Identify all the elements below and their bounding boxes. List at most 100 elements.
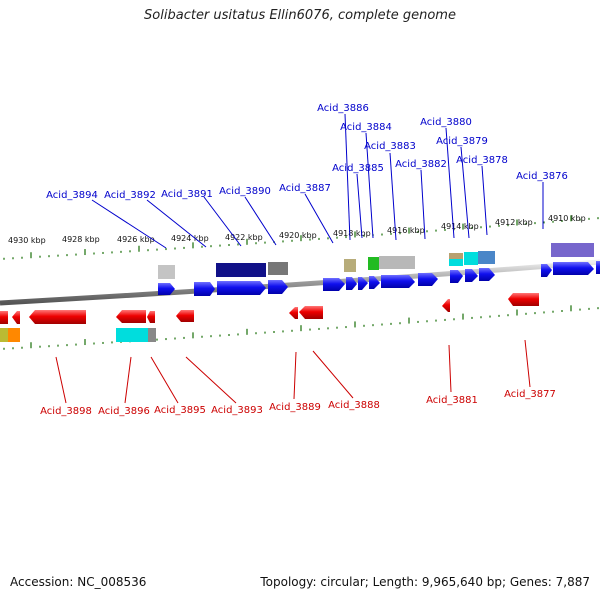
scale-label: 4912 kbp [495, 218, 533, 227]
leader-line [244, 196, 277, 246]
cog-box [478, 251, 495, 264]
leader-line [356, 173, 363, 239]
cog-box [449, 259, 463, 266]
gene-label-acid-3882[interactable]: Acid_3882 [395, 159, 447, 170]
scale-label: 4924 kbp [171, 234, 209, 243]
gene-label-acid-3886[interactable]: Acid_3886 [317, 103, 369, 114]
scale-label: 4930 kbp [8, 236, 46, 245]
reverse-gene-labels: Acid_3898 Acid_3896 Acid_3895 Acid_3893 … [40, 389, 556, 417]
reverse-gene [29, 310, 86, 324]
scale-labels: 4930 kbp 4928 kbp 4926 kbp 4924 kbp 4922… [8, 214, 586, 245]
leader-line [150, 356, 179, 404]
cog-box [551, 243, 594, 257]
forward-genes [158, 261, 600, 296]
forward-gene [346, 277, 357, 290]
reverse-gene [176, 310, 194, 322]
cog-box [116, 328, 148, 342]
scale-label: 4916 kbp [387, 226, 425, 235]
gene-label-acid-3892[interactable]: Acid_3892 [104, 190, 156, 201]
gene-label-acid-3883[interactable]: Acid_3883 [364, 141, 416, 152]
gene-label-acid-3878[interactable]: Acid_3878 [456, 155, 508, 166]
cog-boxes-top [158, 243, 594, 279]
gene-label-acid-3887[interactable]: Acid_3887 [279, 183, 331, 194]
reverse-gene [299, 306, 323, 319]
leader-line [91, 199, 167, 249]
forward-gene [217, 281, 266, 295]
scale-label: 4914 kbp [441, 222, 479, 231]
leader-line [293, 351, 297, 400]
cog-box [158, 265, 175, 279]
gene-label-acid-3894[interactable]: Acid_3894 [46, 190, 98, 201]
cog-box [379, 256, 415, 269]
gene-label-acid-3877[interactable]: Acid_3877 [504, 389, 556, 400]
genome-backbone [0, 259, 600, 306]
gene-label-acid-3876[interactable]: Acid_3876 [516, 171, 568, 182]
map-title: Solibacter usitatus Ellin6076, complete … [144, 8, 456, 23]
forward-gene-labels: Acid_3886 Acid_3884 Acid_3883 Acid_3885 … [46, 103, 568, 201]
scale-label: 4910 kbp [548, 214, 586, 223]
gene-label-acid-3879[interactable]: Acid_3879 [436, 136, 488, 147]
leader-line [312, 350, 354, 399]
forward-gene [369, 276, 380, 289]
forward-gene [553, 262, 594, 275]
cog-box [216, 263, 266, 277]
leader-line [445, 127, 455, 239]
gene-label-acid-3884[interactable]: Acid_3884 [340, 122, 392, 133]
gene-label-acid-3888[interactable]: Acid_3888 [328, 400, 380, 411]
cog-box [344, 259, 356, 272]
leader-line [124, 356, 132, 404]
gene-label-acid-3889[interactable]: Acid_3889 [269, 402, 321, 413]
gene-label-acid-3898[interactable]: Acid_3898 [40, 406, 92, 417]
forward-gene [596, 261, 600, 274]
gene-label-acid-3891[interactable]: Acid_3891 [161, 189, 213, 200]
genome-summary-text: Topology: circular; Length: 9,965,640 bp… [260, 575, 590, 589]
scale-label: 4918 kbp [333, 229, 371, 238]
leader-line [185, 356, 237, 404]
reverse-genes [0, 293, 539, 324]
cog-boxes-bottom [0, 328, 156, 342]
forward-gene [323, 278, 345, 291]
forward-gene [465, 269, 478, 282]
forward-gene [194, 282, 215, 296]
reverse-gene [12, 311, 20, 324]
reverse-leaders [55, 339, 531, 404]
reverse-gene [147, 311, 155, 323]
scale-label: 4922 kbp [225, 233, 263, 242]
gene-label-acid-3890[interactable]: Acid_3890 [219, 186, 271, 197]
leader-line [304, 193, 334, 244]
leader-line [481, 165, 488, 236]
cog-box [464, 252, 478, 265]
reverse-gene [0, 311, 8, 324]
reverse-gene [508, 293, 539, 306]
leader-line [55, 356, 67, 404]
scale-label: 4928 kbp [62, 235, 100, 244]
gene-label-acid-3881[interactable]: Acid_3881 [426, 395, 478, 406]
forward-gene [158, 283, 175, 295]
scale-label: 4926 kbp [117, 235, 155, 244]
cog-box [8, 328, 20, 342]
reverse-gene [116, 310, 146, 323]
forward-leaders [91, 113, 544, 249]
gene-label-acid-3895[interactable]: Acid_3895 [154, 405, 206, 416]
leader-line [344, 113, 351, 241]
leader-line [389, 152, 397, 241]
forward-gene [358, 277, 368, 290]
forward-gene [381, 275, 415, 288]
leader-line [146, 199, 207, 248]
leader-line [203, 196, 242, 247]
forward-gene [479, 268, 495, 281]
forward-gene [268, 280, 288, 294]
gene-label-acid-3880[interactable]: Acid_3880 [420, 117, 472, 128]
cog-box [268, 262, 288, 275]
scale-label: 4920 kbp [279, 231, 317, 240]
cog-box [449, 253, 463, 259]
leader-line [460, 146, 470, 239]
gene-label-acid-3896[interactable]: Acid_3896 [98, 406, 150, 417]
forward-gene [541, 264, 552, 277]
leader-line [420, 169, 426, 240]
gene-label-acid-3893[interactable]: Acid_3893 [211, 405, 263, 416]
gene-label-acid-3885[interactable]: Acid_3885 [332, 163, 384, 174]
forward-gene [450, 270, 463, 283]
reverse-gene [442, 299, 450, 312]
